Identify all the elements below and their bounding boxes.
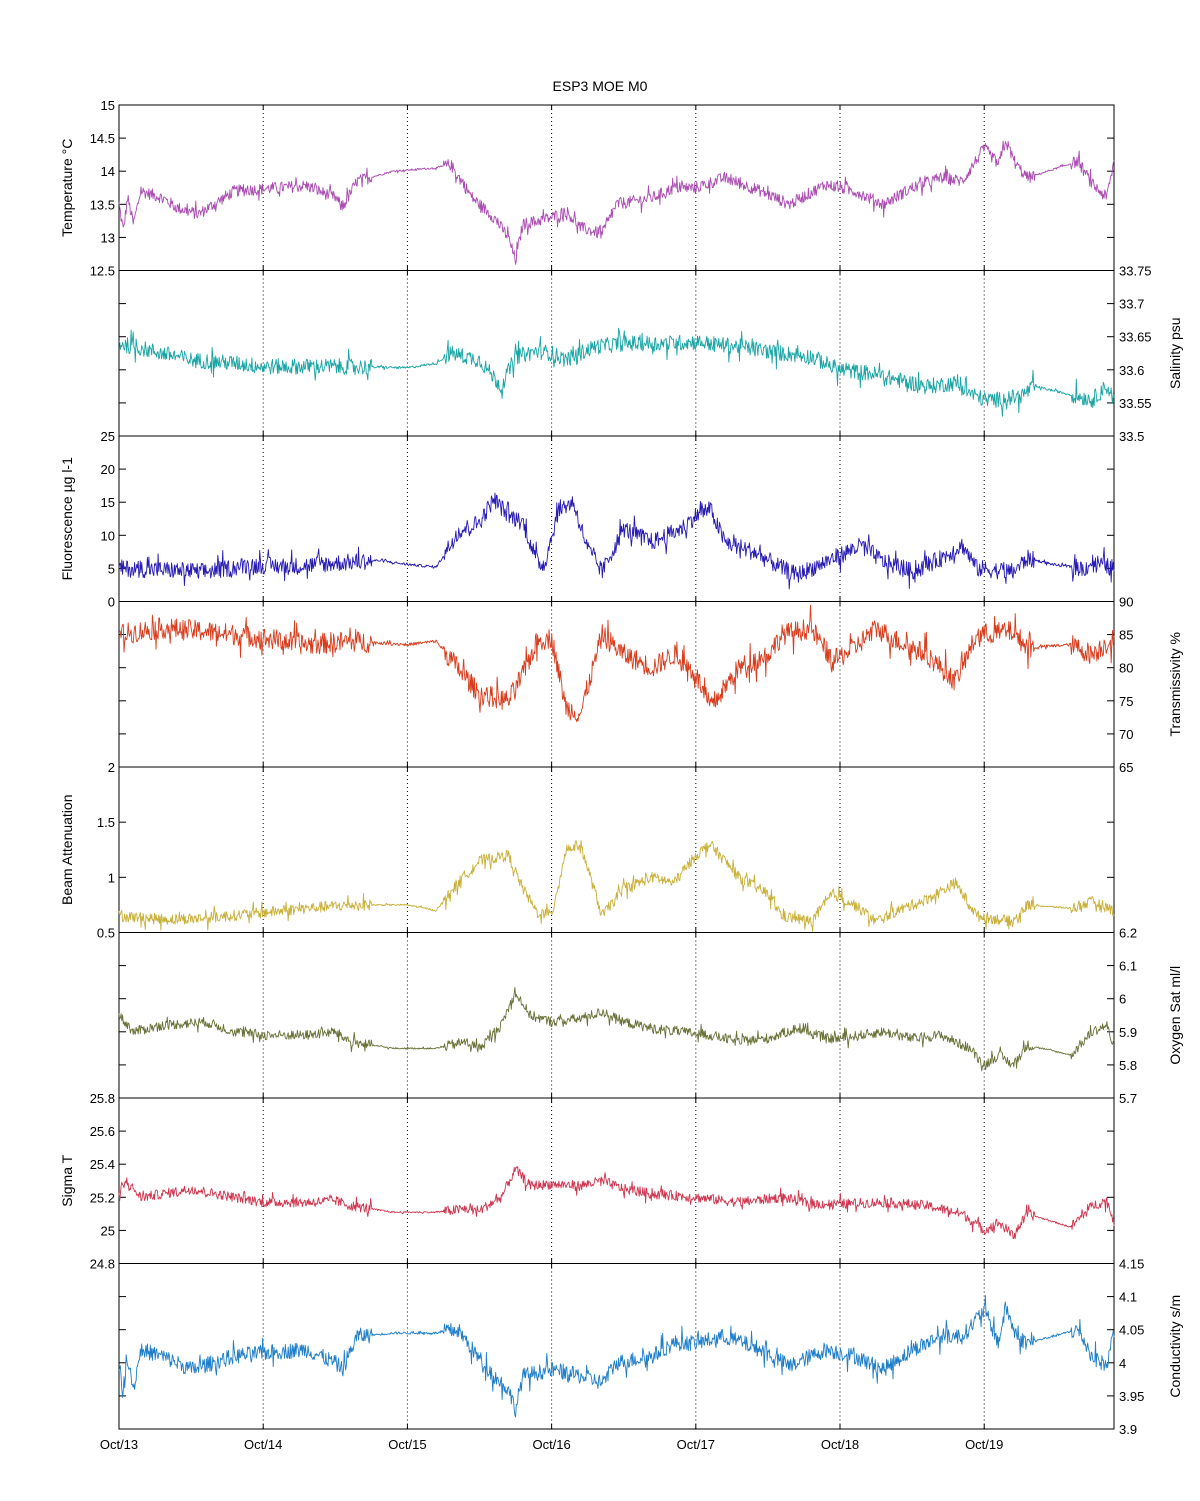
y-axis-label: Transmissivity % (1167, 632, 1183, 737)
y-tick-label: 1 (108, 870, 115, 885)
y-tick-label: 25.2 (90, 1190, 115, 1205)
y-tick-label: 25 (101, 1223, 115, 1238)
x-tick-label: Oct/16 (532, 1437, 570, 1452)
y-tick-label: 70 (1119, 727, 1133, 742)
y-tick-label: 85 (1119, 628, 1133, 643)
y-tick-label: 5.8 (1119, 1058, 1137, 1073)
y-tick-label: 0.5 (97, 926, 115, 941)
y-tick-label: 4.1 (1119, 1290, 1137, 1305)
series-line (118, 327, 1115, 417)
y-tick-label: 33.55 (1119, 396, 1152, 411)
panel-frame (118, 1097, 1115, 1264)
y-tick-label: 75 (1119, 694, 1133, 709)
y-tick-label: 0 (108, 595, 115, 610)
x-tick-label: Oct/15 (388, 1437, 426, 1452)
series-line (118, 987, 1115, 1072)
y-axis-label: Sigma T (59, 1154, 75, 1206)
y-tick-label: 5.7 (1119, 1091, 1137, 1106)
y-axis-label: Fluorescence µg l-1 (59, 457, 75, 580)
y-tick-label: 6.2 (1119, 926, 1137, 941)
y-tick-label: 20 (101, 462, 115, 477)
panel-frame (118, 601, 1115, 768)
x-tick-label: Oct/13 (100, 1437, 138, 1452)
series-line (118, 1166, 1115, 1240)
y-tick-label: 15 (101, 495, 115, 510)
y-axis-label: Salinity psu (1167, 317, 1183, 389)
y-tick-label: 3.95 (1119, 1389, 1144, 1404)
y-tick-label: 4 (1119, 1356, 1126, 1371)
y-tick-label: 14 (101, 164, 115, 179)
series-line (118, 840, 1115, 933)
y-tick-label: 4.15 (1119, 1257, 1144, 1272)
y-tick-label: 80 (1119, 661, 1133, 676)
y-tick-label: 13 (101, 230, 115, 245)
y-tick-label: 4.05 (1119, 1323, 1144, 1338)
y-tick-label: 1.5 (97, 815, 115, 830)
y-tick-label: 24.8 (90, 1257, 115, 1272)
x-tick-label: Oct/14 (244, 1437, 282, 1452)
y-tick-label: 90 (1119, 595, 1133, 610)
chart-title: ESP3 MOE M0 (552, 78, 648, 94)
x-tick-label: Oct/18 (821, 1437, 859, 1452)
series-line (118, 604, 1115, 723)
y-tick-label: 33.5 (1119, 429, 1144, 444)
series-line (118, 140, 1115, 265)
y-tick-label: 33.65 (1119, 330, 1152, 345)
panel-frame (118, 435, 1115, 602)
x-tick-label: Oct/17 (677, 1437, 715, 1452)
y-tick-label: 25 (101, 429, 115, 444)
y-tick-label: 13.5 (90, 197, 115, 212)
y-tick-label: 10 (101, 528, 115, 543)
y-tick-label: 12.5 (90, 264, 115, 279)
y-tick-label: 33.6 (1119, 363, 1144, 378)
series-line (118, 1295, 1115, 1418)
y-axis-label: Conductivity s/m (1167, 1295, 1183, 1398)
y-tick-label: 25.8 (90, 1091, 115, 1106)
y-axis-label: Beam Attenuation (59, 794, 75, 905)
y-tick-label: 2 (108, 760, 115, 775)
y-tick-label: 25.4 (90, 1157, 115, 1172)
y-tick-label: 6 (1119, 992, 1126, 1007)
y-axis-label: Temperature °C (59, 139, 75, 237)
x-tick-label: Oct/19 (965, 1437, 1003, 1452)
series-line (118, 492, 1115, 590)
panel-frame (118, 766, 1115, 933)
panel-frame (118, 270, 1115, 437)
y-tick-label: 3.9 (1119, 1422, 1137, 1437)
y-tick-label: 65 (1119, 760, 1133, 775)
y-tick-label: 15 (101, 98, 115, 113)
y-tick-label: 5 (108, 561, 115, 576)
y-axis-label: Oxygen Sat ml/l (1167, 966, 1183, 1065)
y-tick-label: 14.5 (90, 131, 115, 146)
y-tick-label: 6.1 (1119, 959, 1137, 974)
y-tick-label: 33.7 (1119, 297, 1144, 312)
y-tick-label: 25.6 (90, 1124, 115, 1139)
y-tick-label: 5.9 (1119, 1025, 1137, 1040)
y-tick-label: 33.75 (1119, 264, 1152, 279)
panel-frame (118, 1263, 1115, 1430)
